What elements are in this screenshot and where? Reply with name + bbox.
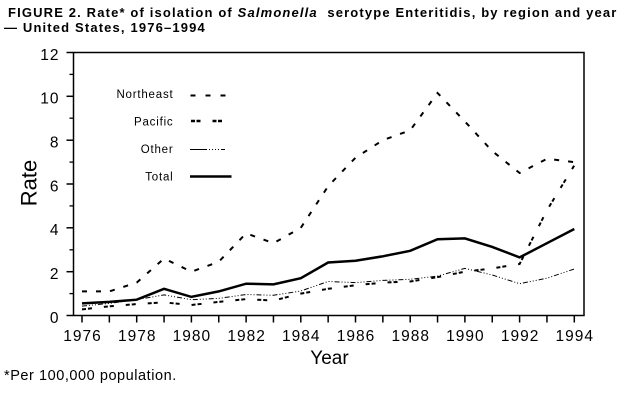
svg-text:1990: 1990 <box>446 328 484 345</box>
svg-text:1984: 1984 <box>282 328 320 345</box>
svg-text:Other: Other <box>141 144 174 156</box>
svg-text:Total: Total <box>145 172 173 184</box>
svg-text:Year: Year <box>310 348 349 369</box>
svg-text:8: 8 <box>50 135 60 152</box>
svg-text:0: 0 <box>50 310 60 327</box>
svg-text:6: 6 <box>50 178 60 195</box>
svg-text:1992: 1992 <box>501 328 539 345</box>
svg-text:1986: 1986 <box>337 328 375 345</box>
svg-text:Pacific: Pacific <box>134 117 173 129</box>
svg-text:1980: 1980 <box>173 328 211 345</box>
svg-text:Rate: Rate <box>17 160 42 206</box>
svg-text:4: 4 <box>50 222 60 239</box>
svg-text:10: 10 <box>40 91 59 108</box>
svg-text:1978: 1978 <box>118 328 156 345</box>
svg-text:2: 2 <box>50 266 60 283</box>
svg-text:12: 12 <box>40 47 59 64</box>
svg-text:1988: 1988 <box>391 328 429 345</box>
svg-text:1982: 1982 <box>227 328 265 345</box>
svg-text:Northeast: Northeast <box>116 89 173 101</box>
svg-text:1994: 1994 <box>556 328 594 345</box>
svg-text:1976: 1976 <box>63 328 101 345</box>
